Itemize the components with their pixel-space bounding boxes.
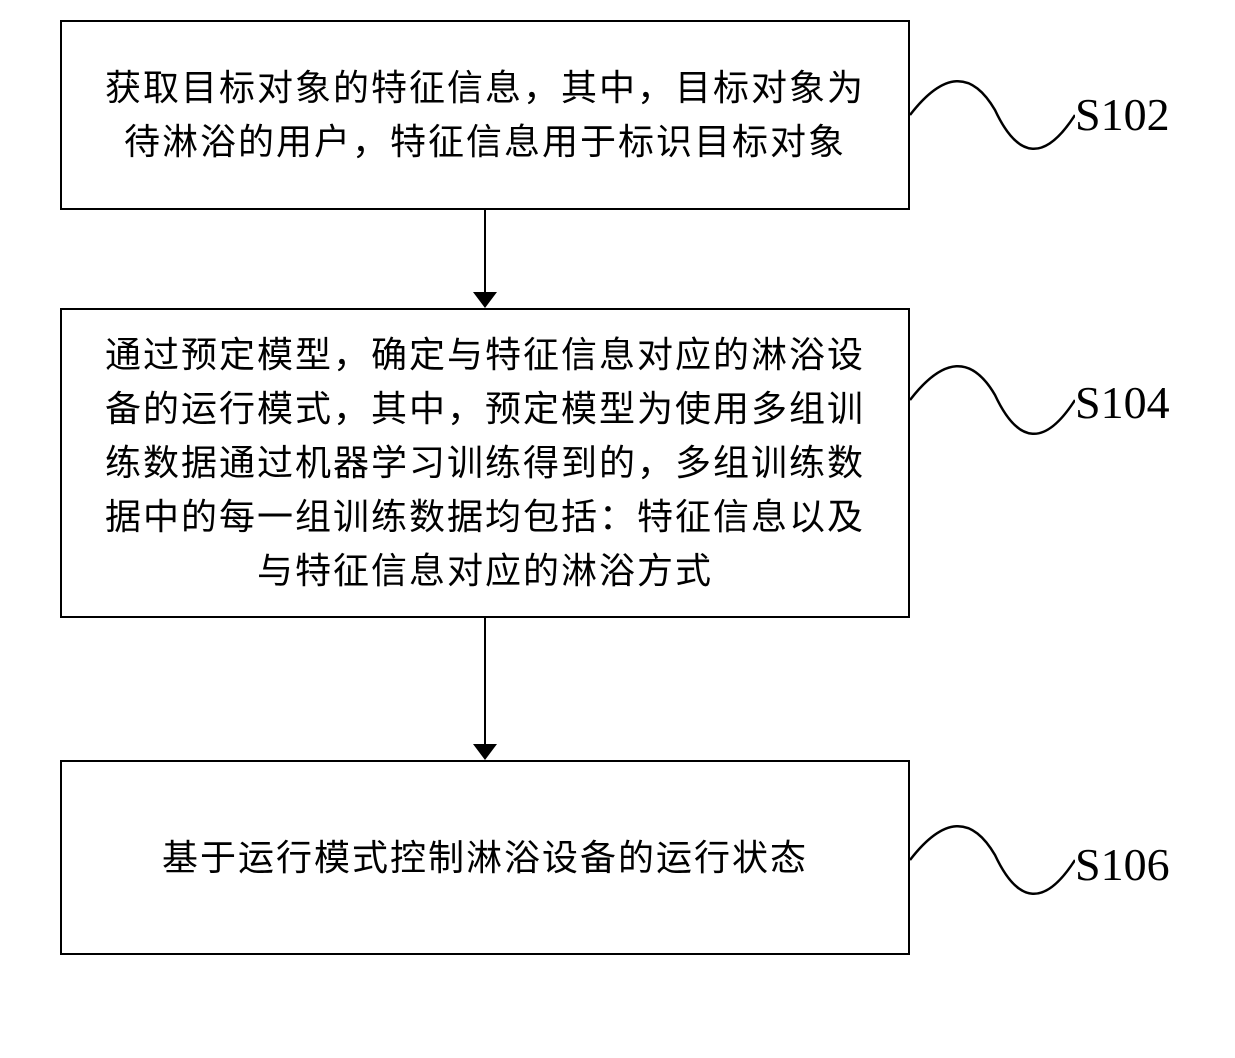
arrow-head-1 <box>473 292 497 308</box>
curve-connector-s102 <box>910 55 1075 175</box>
step-text-s102: 获取目标对象的特征信息，其中，目标对象为待淋浴的用户，特征信息用于标识目标对象 <box>92 61 878 169</box>
arrow-line-2 <box>484 618 486 746</box>
step-label-s106: S106 <box>1075 838 1170 891</box>
step-label-s104: S104 <box>1075 376 1170 429</box>
step-text-s104: 通过预定模型，确定与特征信息对应的淋浴设备的运行模式，其中，预定模型为使用多组训… <box>92 328 878 598</box>
step-box-s102: 获取目标对象的特征信息，其中，目标对象为待淋浴的用户，特征信息用于标识目标对象 <box>60 20 910 210</box>
arrow-head-2 <box>473 744 497 760</box>
curve-connector-s106 <box>910 800 1075 920</box>
step-box-s106: 基于运行模式控制淋浴设备的运行状态 <box>60 760 910 955</box>
step-text-s106: 基于运行模式控制淋浴设备的运行状态 <box>162 831 808 885</box>
step-box-s104: 通过预定模型，确定与特征信息对应的淋浴设备的运行模式，其中，预定模型为使用多组训… <box>60 308 910 618</box>
flowchart-container: 获取目标对象的特征信息，其中，目标对象为待淋浴的用户，特征信息用于标识目标对象 … <box>0 0 1235 1058</box>
step-label-s102: S102 <box>1075 88 1170 141</box>
arrow-line-1 <box>484 210 486 294</box>
curve-connector-s104 <box>910 340 1075 460</box>
